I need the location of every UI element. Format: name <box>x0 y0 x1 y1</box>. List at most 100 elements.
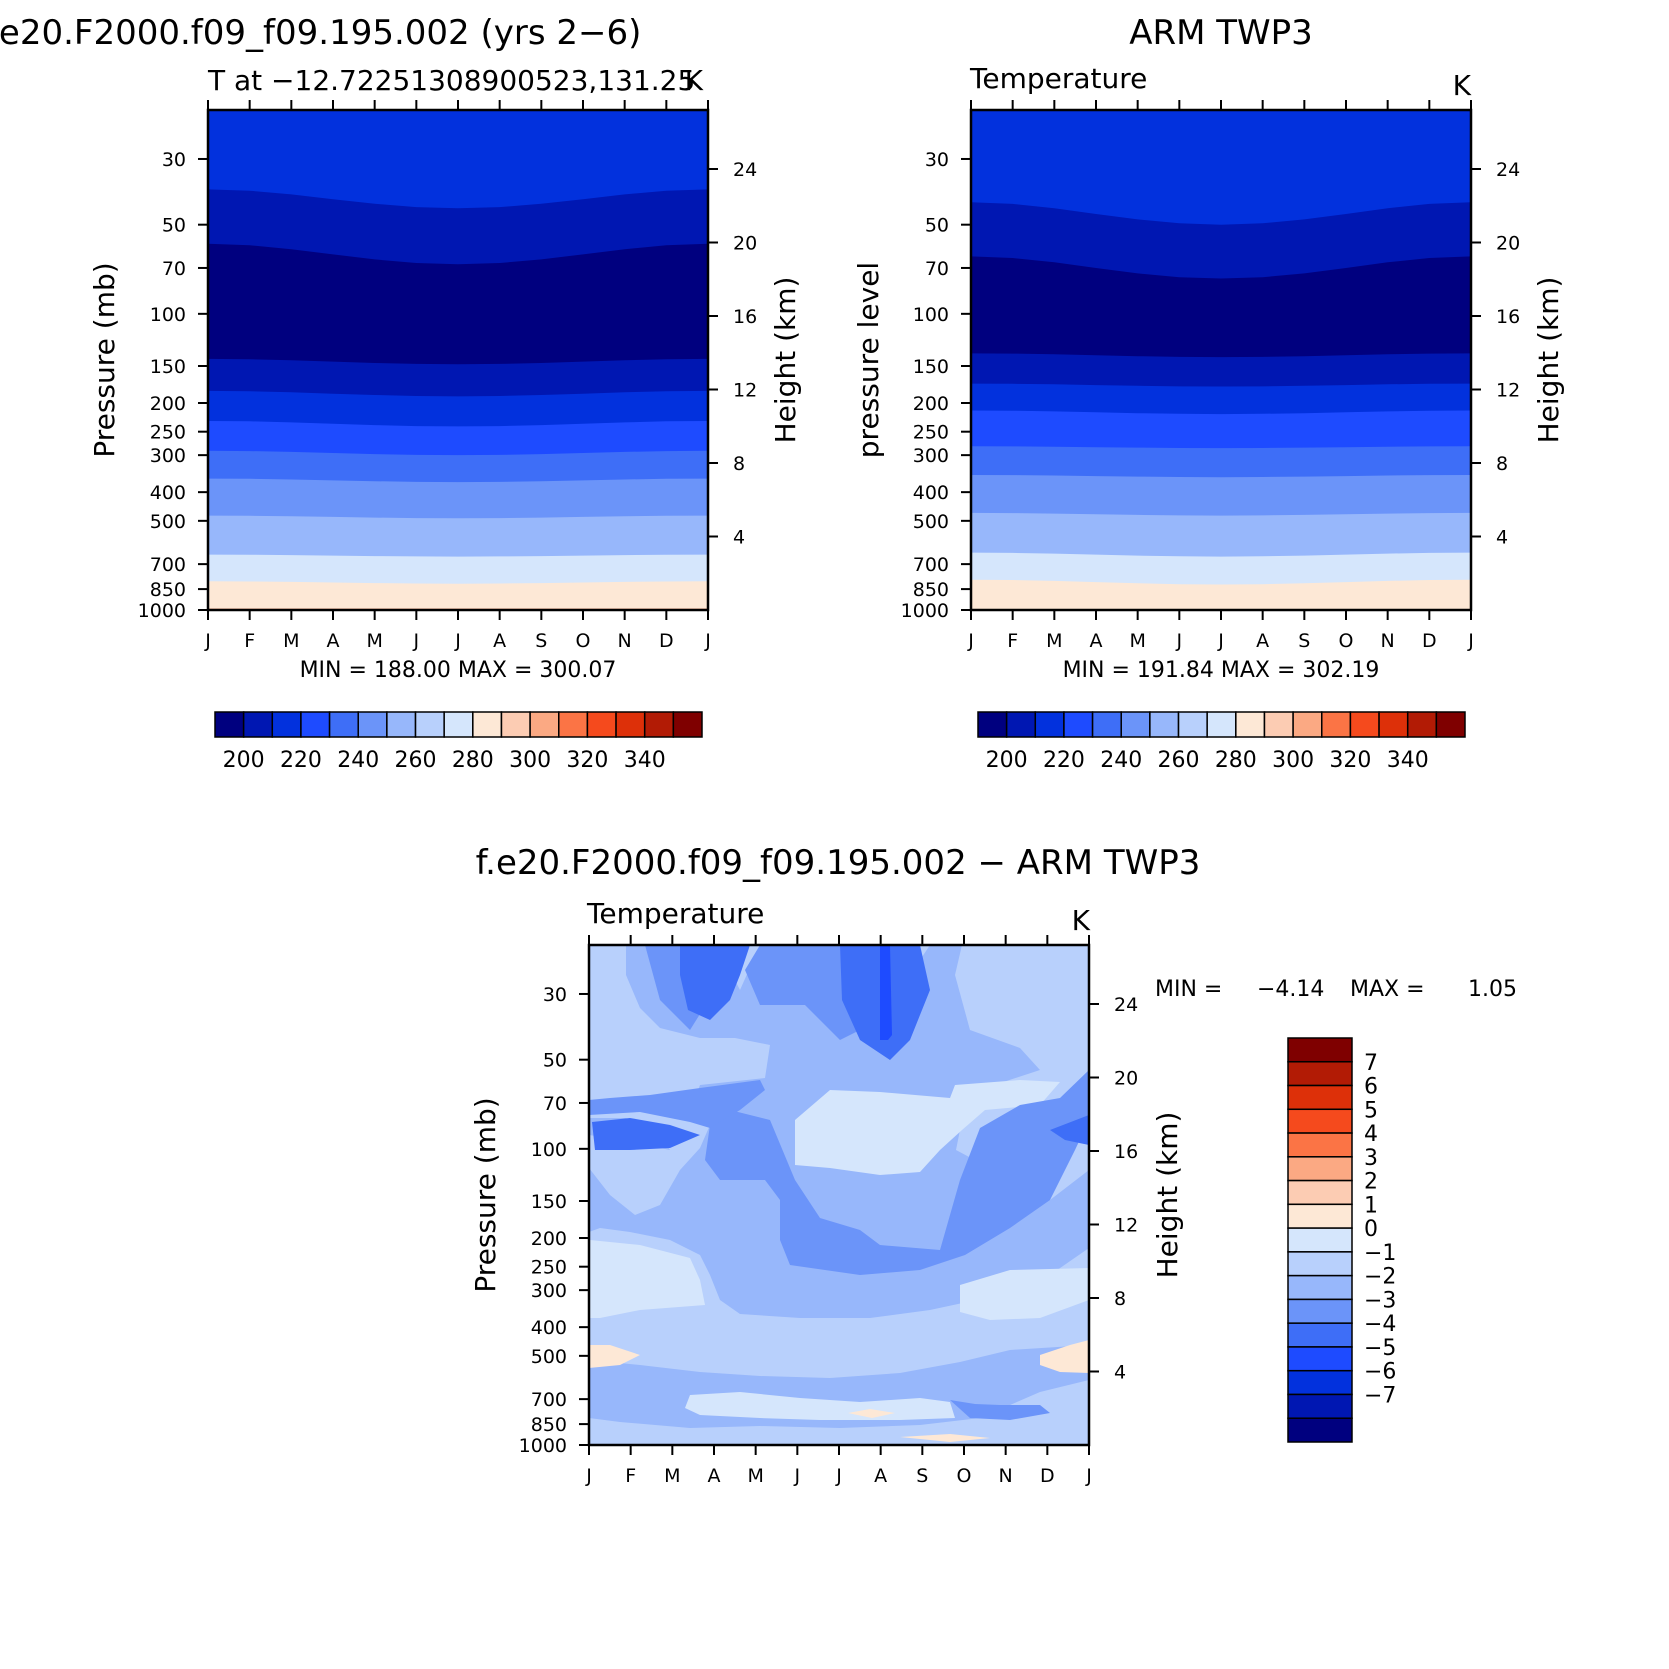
colorbar-label: 200 <box>986 748 1028 773</box>
month-tick-label: J <box>454 630 461 652</box>
pressure-tick-label: 100 <box>150 304 186 326</box>
panel3-min-value: −4.14 <box>1257 977 1324 1002</box>
colorbar-swatch <box>672 711 703 738</box>
colorbar-label: 220 <box>1043 748 1085 773</box>
height-tick-label: 16 <box>1114 1141 1138 1163</box>
colorbar-swatch <box>1378 711 1409 738</box>
colorbar-label: 300 <box>509 748 551 773</box>
pressure-tick-label: 700 <box>913 554 949 576</box>
colorbar-swatch <box>558 711 589 738</box>
colorbar-swatch <box>271 711 302 738</box>
panel1-ylabel-left: Pressure (mb) <box>88 262 121 457</box>
pressure-tick-label: 50 <box>162 215 186 237</box>
month-tick-label: J <box>967 630 974 652</box>
diff-colorbar-label: 7 <box>1364 1051 1378 1076</box>
pressure-tick-label: 500 <box>150 511 186 533</box>
month-tick-label: F <box>625 1465 636 1487</box>
pressure-tick-label: 150 <box>913 356 949 378</box>
panel2-min-max: MIN = 191.84 MAX = 302.19 <box>1063 658 1380 683</box>
pressure-tick-label: 1000 <box>901 600 949 622</box>
panel3-subtitle-left: Temperature <box>586 897 764 930</box>
colorbar-swatch <box>1235 711 1266 738</box>
month-tick-label: J <box>1176 630 1183 652</box>
panel1-colorbar: 200 220 240 260 280 300 320 340 <box>214 711 703 773</box>
diff-colorbar-swatch <box>1287 1156 1353 1182</box>
month-tick-label: S <box>1298 630 1310 652</box>
colorbar-label: 240 <box>337 748 379 773</box>
height-tick-label: 8 <box>733 453 745 475</box>
panel1-ylabel-right: Height (km) <box>769 277 802 444</box>
colorbar-swatch <box>1177 711 1208 738</box>
month-tick-label: J <box>704 630 711 652</box>
diff-colorbar-label: 2 <box>1364 1170 1378 1195</box>
pressure-tick-label: 300 <box>913 445 949 467</box>
pressure-tick-label: 50 <box>925 215 949 237</box>
diff-colorbar-swatch <box>1287 1061 1353 1087</box>
pressure-tick-label: 400 <box>150 482 186 504</box>
pressure-tick-label: 30 <box>543 984 567 1006</box>
panel1-min-max: MIN = 188.00 MAX = 300.07 <box>300 658 617 683</box>
colorbar-swatch <box>357 711 388 738</box>
panel1-title: f.e20.F2000.f09_f09.195.002 (yrs 2−6) <box>0 13 641 53</box>
diff-colorbar-label: −2 <box>1364 1265 1396 1290</box>
obs-temperature-panel: ARM TWP3 Temperature K J F M A M J J A S O N D J 30 50… <box>852 13 1565 773</box>
colorbar-swatch <box>977 711 1008 738</box>
colorbar-label: 340 <box>1387 748 1429 773</box>
diff-region-zero-right <box>1040 1340 1089 1373</box>
diff-colorbar-swatch <box>1287 1203 1353 1229</box>
colorbar-swatch <box>242 711 274 738</box>
pressure-tick-label: 1000 <box>138 600 186 622</box>
month-tick-label: J <box>835 1465 842 1487</box>
diff-colorbar-label: −4 <box>1364 1312 1396 1337</box>
height-tick-label: 20 <box>733 233 757 255</box>
diff-region-zero-left <box>589 1345 640 1368</box>
pressure-tick-label: 300 <box>531 1280 567 1302</box>
height-tick-label: 4 <box>1114 1362 1126 1384</box>
month-tick-label: A <box>1090 630 1103 652</box>
colorbar-swatch <box>643 711 675 738</box>
panel3-max-label: MAX = <box>1350 977 1425 1002</box>
month-tick-label: J <box>413 630 420 652</box>
month-tick-label: O <box>576 630 591 652</box>
month-tick-label: F <box>1007 630 1018 652</box>
colorbar-label: 320 <box>566 748 608 773</box>
diff-colorbar-swatch <box>1287 1132 1353 1158</box>
colorbar-swatch <box>1321 711 1352 738</box>
diff-colorbar-label: −3 <box>1364 1288 1396 1313</box>
pressure-tick-label: 100 <box>531 1139 567 1161</box>
height-tick-label: 8 <box>1114 1288 1126 1310</box>
pressure-tick-label: 700 <box>150 554 186 576</box>
colorbar-swatch <box>328 711 359 738</box>
colorbar-swatch <box>529 711 560 738</box>
temperature-band <box>208 581 708 610</box>
diff-colorbar-label: 4 <box>1364 1122 1378 1147</box>
pressure-tick-label: 70 <box>543 1093 567 1115</box>
month-tick-label: J <box>1467 630 1474 652</box>
pressure-tick-label: 400 <box>531 1317 567 1339</box>
colorbar-label: 320 <box>1329 748 1371 773</box>
pressure-tick-label: 30 <box>925 149 949 171</box>
month-tick-label: M <box>366 630 382 652</box>
colorbar-swatch <box>414 711 445 738</box>
height-tick-label: 4 <box>733 527 745 549</box>
pressure-tick-label: 100 <box>913 304 949 326</box>
diff-region-minus4-c <box>592 1118 700 1150</box>
pressure-tick-label: 200 <box>150 393 186 415</box>
colorbar-swatch <box>586 711 617 738</box>
height-tick-label: 16 <box>733 306 757 328</box>
month-tick-label: J <box>794 1465 801 1487</box>
colorbar-swatch <box>443 711 474 738</box>
colorbar-label: 280 <box>1215 748 1257 773</box>
temperature-band <box>971 579 1471 610</box>
diff-colorbar-swatch <box>1287 1298 1353 1324</box>
month-tick-label: S <box>535 630 547 652</box>
panel2-subtitle-right: K <box>1453 69 1472 102</box>
diff-colorbar-label: 0 <box>1364 1217 1378 1242</box>
pressure-tick-label: 150 <box>531 1191 567 1213</box>
pressure-tick-label: 70 <box>925 258 949 280</box>
colorbar-swatch <box>386 711 417 738</box>
diff-colorbar-swatch <box>1287 1346 1353 1372</box>
